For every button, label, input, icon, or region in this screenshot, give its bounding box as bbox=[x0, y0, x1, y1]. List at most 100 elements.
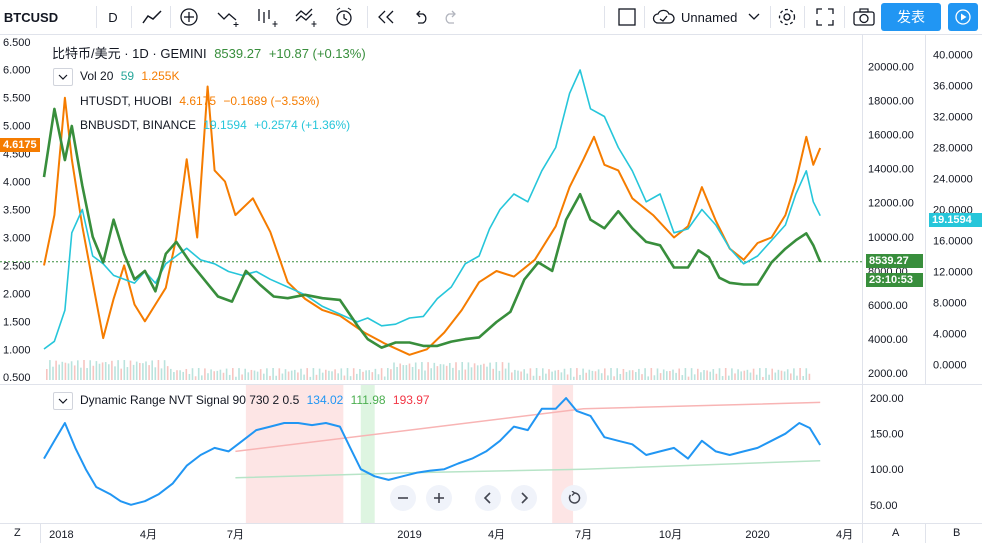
volume-bar bbox=[771, 368, 773, 380]
volume-bar bbox=[46, 369, 48, 380]
undo-icon[interactable] bbox=[410, 0, 432, 34]
redo-icon[interactable] bbox=[440, 0, 462, 34]
compare-icon[interactable] bbox=[216, 0, 242, 34]
btc-price: 8539.27 bbox=[214, 46, 262, 61]
scroll-right-button[interactable] bbox=[511, 485, 537, 511]
volume-bar bbox=[507, 362, 510, 380]
volume-bar bbox=[216, 370, 219, 380]
volume-bar bbox=[427, 362, 429, 380]
replay-icon[interactable] bbox=[374, 0, 398, 34]
indicator-pane[interactable]: 50.00 100.00 150.00 200.00 Dynamic Range NV… bbox=[0, 385, 982, 523]
indicator-label: Dynamic Range NVT Signal 90 730 2 0.5 bbox=[80, 393, 300, 407]
indicator-line-0 bbox=[235, 459, 821, 479]
volume-bar bbox=[709, 371, 711, 380]
volume-bar bbox=[396, 366, 398, 380]
volume-bar bbox=[170, 368, 172, 380]
camera-icon[interactable] bbox=[850, 0, 878, 34]
interval-select[interactable]: D bbox=[108, 9, 118, 25]
volume-bar bbox=[306, 368, 308, 380]
volume-bar bbox=[173, 372, 175, 380]
pane-divider[interactable] bbox=[0, 384, 982, 385]
reset-chart-button[interactable] bbox=[561, 485, 587, 511]
symbol-search[interactable]: BTCUSD bbox=[3, 9, 59, 25]
volume-bar bbox=[433, 362, 436, 380]
indicator-legend-toggle[interactable] bbox=[53, 392, 73, 410]
publish-button[interactable]: 发表 bbox=[881, 3, 941, 31]
alert-icon[interactable] bbox=[333, 0, 359, 34]
volume-bar bbox=[504, 368, 507, 380]
volume-bar bbox=[204, 368, 206, 380]
right-axis-tick: 32.0000 bbox=[933, 112, 973, 124]
indicator-value-2: 111.98 bbox=[350, 393, 386, 407]
volume-bar bbox=[793, 368, 795, 380]
time-axis[interactable]: 2018 4月 7月 2019 4月 7月 10月 2020 4月 Z A B bbox=[0, 523, 982, 543]
volume-bar bbox=[89, 360, 91, 380]
left-axis-tick: 5.000 bbox=[3, 121, 31, 133]
volume-bar bbox=[585, 372, 587, 380]
volume-bar bbox=[92, 365, 95, 380]
layout-menu[interactable]: Unnamed bbox=[652, 0, 768, 34]
volume-bar bbox=[253, 370, 256, 380]
volume-bar bbox=[762, 376, 764, 380]
volume-bar bbox=[191, 368, 194, 380]
volume-bar bbox=[272, 368, 274, 380]
scroll-left-button[interactable] bbox=[475, 485, 501, 511]
volume-bar bbox=[659, 373, 662, 380]
volume-bar bbox=[600, 373, 603, 380]
volume-bar bbox=[259, 369, 262, 380]
volume-bar bbox=[703, 370, 705, 380]
right-scale-toggle[interactable]: B bbox=[953, 527, 961, 539]
bnb-legend: BNBUSDT, BINANCE 19.1594 +0.2574 (+1.36%… bbox=[80, 118, 354, 132]
fullscreen-icon[interactable] bbox=[812, 0, 838, 34]
volume-bar bbox=[625, 371, 628, 380]
left-axis-tick: 5.500 bbox=[3, 93, 31, 105]
volume-bar bbox=[693, 374, 696, 380]
volume-bar bbox=[275, 375, 277, 380]
volume-bar bbox=[343, 375, 346, 380]
volume-bar bbox=[58, 364, 60, 380]
volume-bar bbox=[622, 368, 625, 380]
volume-bar bbox=[780, 370, 783, 380]
volume-bar bbox=[538, 375, 541, 380]
main-chart-pane[interactable]: 0.500 1.000 1.500 2.000 2.500 3.000 3.500 4.000… bbox=[0, 35, 982, 384]
legend-toggle[interactable] bbox=[53, 68, 73, 86]
time-axis-tick: 4月 bbox=[488, 529, 505, 541]
divider bbox=[96, 6, 97, 28]
zoom-in-button[interactable] bbox=[426, 485, 452, 511]
volume-bar bbox=[591, 370, 594, 380]
volume-bar bbox=[517, 370, 519, 380]
auto-scale-toggle[interactable]: A bbox=[892, 527, 900, 539]
volume-bar bbox=[777, 369, 780, 380]
volume-bar bbox=[405, 365, 408, 380]
volume-bar bbox=[619, 373, 622, 380]
volume-bar bbox=[458, 370, 460, 380]
volume-bar bbox=[436, 366, 439, 380]
volume-bar bbox=[244, 368, 246, 380]
log-scale-toggle[interactable]: Z bbox=[14, 527, 21, 539]
left-axis-tick: 4.000 bbox=[3, 177, 31, 189]
volume-bar bbox=[387, 368, 389, 380]
chevron-left-icon bbox=[483, 492, 491, 504]
volume-bar bbox=[132, 364, 135, 380]
volume-bar bbox=[653, 375, 656, 380]
signal-zone bbox=[360, 385, 375, 523]
time-axis-tick: 2019 bbox=[397, 529, 421, 541]
volume-bar bbox=[721, 376, 724, 380]
volume-bar bbox=[123, 360, 126, 380]
divider bbox=[604, 6, 605, 28]
volume-bar bbox=[597, 369, 600, 380]
indicators-icon[interactable] bbox=[294, 0, 320, 34]
add-indicator-icon[interactable] bbox=[176, 0, 202, 34]
bar-type-icon[interactable] bbox=[255, 0, 281, 34]
mid-axis-tick: 12000.00 bbox=[868, 198, 914, 210]
volume-bar bbox=[582, 368, 584, 380]
square-icon[interactable] bbox=[616, 0, 638, 34]
play-icon[interactable] bbox=[948, 3, 978, 31]
volume-bar bbox=[755, 374, 758, 380]
zoom-out-button[interactable] bbox=[390, 485, 416, 511]
volume-bar bbox=[483, 363, 485, 380]
indicator-axis-tick: 50.00 bbox=[870, 500, 898, 512]
line-chart-icon[interactable] bbox=[138, 0, 166, 34]
gear-icon[interactable] bbox=[774, 0, 800, 34]
volume-bar bbox=[545, 373, 547, 380]
